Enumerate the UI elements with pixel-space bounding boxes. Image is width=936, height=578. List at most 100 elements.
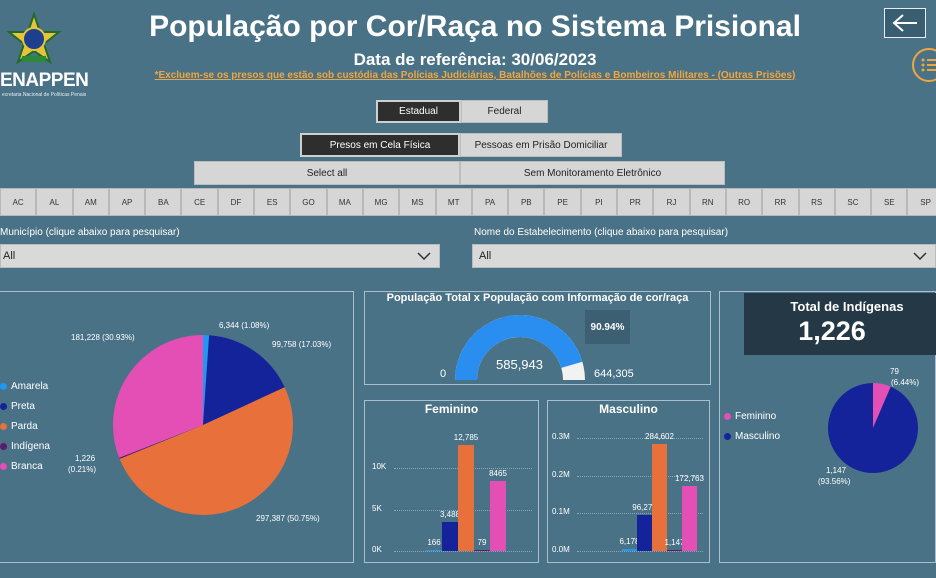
legend-dot (0, 463, 7, 470)
bar-indigena[interactable] (474, 550, 490, 551)
legend-dot (0, 403, 7, 410)
state-button-pa[interactable]: PA (471, 188, 509, 216)
legend-preta: Preta (0, 401, 35, 412)
axis-tick-label: 10K (372, 462, 387, 472)
municipio-dropdown[interactable]: All (0, 244, 440, 268)
pie-slice-branca[interactable] (113, 335, 203, 458)
pie-slice-indigena[interactable] (119, 425, 203, 459)
bar-branca[interactable] (490, 481, 506, 551)
axis-tick-label: 0.3M (552, 432, 570, 442)
pie-label-preta: 99,758 (17.03%) (272, 340, 332, 349)
bar-indigena[interactable] (667, 550, 682, 551)
legend-label: Amarela (11, 381, 49, 392)
select-all-button[interactable]: Select all (194, 161, 460, 185)
bar-preta[interactable] (637, 514, 652, 551)
state-button-se[interactable]: SE (871, 188, 908, 216)
legend-label: Parda (11, 421, 38, 432)
state-button-al[interactable]: AL (36, 188, 73, 216)
state-button-ba[interactable]: BA (145, 188, 182, 216)
state-button-ap[interactable]: AP (108, 188, 146, 216)
estabelecimento-dropdown[interactable]: All (472, 244, 936, 268)
state-button-pr[interactable]: PR (617, 188, 654, 216)
chevron-down-icon (913, 252, 927, 260)
state-button-es[interactable]: ES (254, 188, 291, 216)
legend-dot (724, 413, 731, 420)
toggle-cela-fisica[interactable]: Presos em Cela Física (300, 133, 460, 157)
masculino-panel (547, 400, 710, 563)
toggle-estadual[interactable]: Estadual (376, 100, 461, 123)
state-button-rn[interactable]: RN (689, 188, 726, 216)
state-button-ma[interactable]: MA (326, 188, 363, 216)
logo-wordmark: ENAPPEN (0, 70, 89, 91)
state-button-df[interactable]: DF (217, 188, 255, 216)
state-button-mg[interactable]: MG (362, 188, 400, 216)
gridline (577, 513, 703, 515)
legend-masculino: Masculino (724, 431, 780, 442)
legend-dot (0, 443, 7, 450)
state-button-sp[interactable]: SP (907, 188, 936, 216)
legend-label: Preta (11, 401, 35, 412)
state-button-sc[interactable]: SC (834, 188, 872, 216)
state-button-am[interactable]: AM (72, 188, 109, 216)
pie-slice-feminino[interactable] (873, 383, 891, 428)
bar-label-indigena: 1,147 (664, 538, 685, 547)
state-button-ms[interactable]: MS (399, 188, 436, 216)
bar-preta[interactable] (442, 522, 458, 551)
pie-slice-amarela[interactable] (203, 335, 210, 425)
state-button-pi[interactable]: PI (580, 188, 618, 216)
logo-subtitle: ecretaria Nacional de Políticas Penais (2, 92, 87, 98)
pie-label-parda: 297,387 (50.75%) (256, 514, 320, 523)
state-button-rr[interactable]: RR (762, 188, 799, 216)
legend-amarela: Amarela (0, 381, 48, 392)
menu-icon[interactable] (912, 48, 936, 82)
sem-monitoramento-button[interactable]: Sem Monitoramento Eletrônico (460, 161, 725, 185)
state-button-ro[interactable]: RO (725, 188, 763, 216)
chevron-down-icon (417, 252, 431, 260)
legend-indigena: Indígena (0, 441, 50, 452)
pie-slice-preta[interactable] (203, 335, 285, 425)
pie-label-branca: 181,228 (30.93%) (71, 333, 135, 342)
pie-slice-masculino[interactable] (828, 383, 918, 473)
feminino-bar-chart: 10K 5K 0K 166 3,488 12,785 79 8465 (364, 400, 539, 563)
indigenas-title: Total de Indígenas (790, 299, 904, 314)
gridline (577, 438, 703, 440)
axis-tick-label: 0K (372, 545, 382, 554)
pie-slice-parda[interactable] (119, 387, 293, 515)
municipio-value: All (3, 250, 16, 262)
bar-parda[interactable] (458, 445, 474, 551)
bar-label-branca: 8465 (489, 469, 507, 479)
bar-amarela[interactable] (622, 548, 637, 551)
toggle-federal[interactable]: Federal (461, 100, 548, 123)
pie-label-indigena-pct: (0.21%) (68, 465, 97, 474)
bar-label-parda: 12,785 (453, 433, 479, 443)
state-button-pe[interactable]: PE (544, 188, 581, 216)
state-button-mt[interactable]: MT (435, 188, 472, 216)
legend-branca: Branca (0, 461, 43, 472)
ind-label-masc-pct: (93.56%) (818, 477, 851, 486)
back-button[interactable] (884, 8, 926, 38)
estabelecimento-label: Nome do Estabelecimento (clique abaixo p… (474, 227, 729, 238)
state-button-ac[interactable]: AC (0, 188, 37, 216)
state-button-rj[interactable]: RJ (653, 188, 690, 216)
brazil-coat-of-arms-logo (0, 12, 82, 102)
bar-amarela[interactable] (426, 549, 442, 551)
masculino-bar-chart: 0.3M 0.2M 0.1M 0.0M 6,178 96,270 284,602 1,147 1… (547, 400, 710, 563)
bar-label-preta: 3,488 (439, 510, 461, 520)
axis-tick-label: 0.1M (552, 507, 570, 517)
axis-tick-label: 5K (372, 503, 382, 513)
legend-label: Indígena (11, 441, 50, 452)
bar-label-parda: 284,602 (645, 431, 674, 441)
legend-dot (0, 383, 7, 390)
bar-parda[interactable] (652, 443, 667, 551)
gauge-title: População Total x População com Informaç… (386, 292, 689, 304)
state-button-rs[interactable]: RS (798, 188, 835, 216)
bar-label-indigena: 79 (477, 538, 487, 547)
state-button-pb[interactable]: PB (508, 188, 545, 216)
state-button-go[interactable]: GO (290, 188, 327, 216)
municipio-label: Município (clique abaixo para pesquisar) (0, 227, 180, 238)
bar-branca[interactable] (682, 485, 697, 551)
toggle-prisao-domiciliar[interactable]: Pessoas em Prisão Domiciliar (460, 133, 622, 157)
ind-label-fem-pct: (6.44%) (891, 378, 920, 387)
state-button-ce[interactable]: CE (181, 188, 218, 216)
reference-date: Data de referência: 30/06/2023 (353, 50, 597, 69)
